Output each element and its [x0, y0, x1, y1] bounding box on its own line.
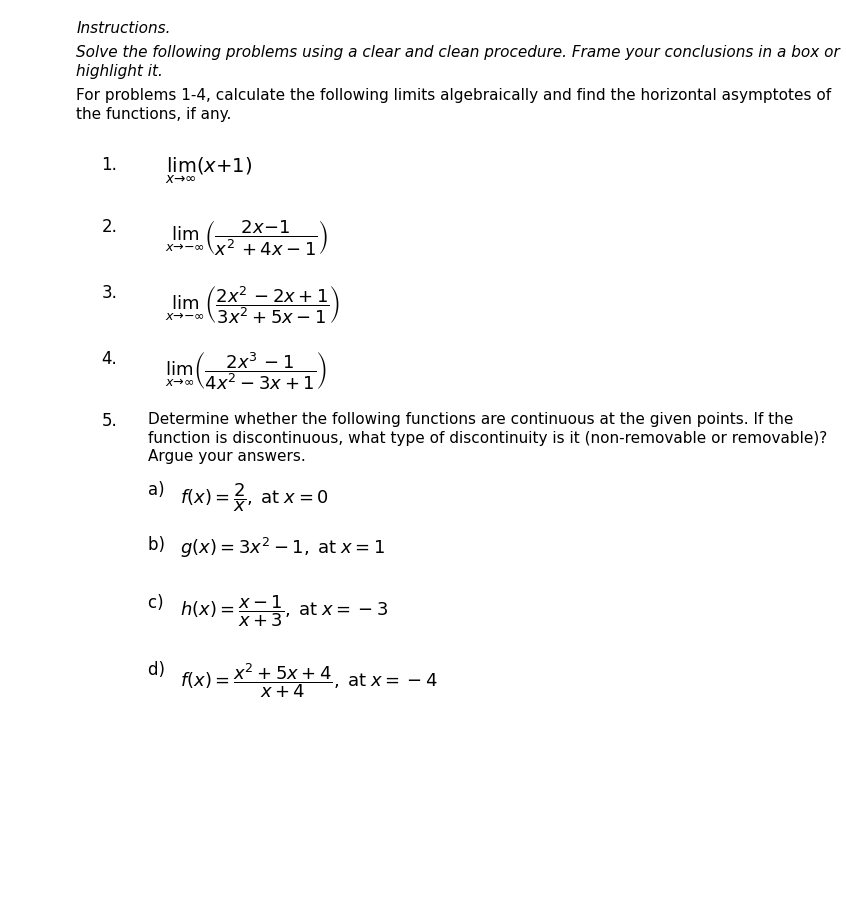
Text: $g(x) = 3x^2 - 1,\;\mathrm{at}\;x = 1$: $g(x) = 3x^2 - 1,\;\mathrm{at}\;x = 1$	[180, 536, 385, 560]
Text: 2.: 2.	[102, 218, 118, 236]
Text: a): a)	[148, 481, 170, 499]
Text: d): d)	[148, 661, 170, 680]
Text: $f(x) = \dfrac{x^2+5x+4}{x+4},\;\mathrm{at}\;x = -4$: $f(x) = \dfrac{x^2+5x+4}{x+4},\;\mathrm{…	[180, 661, 437, 700]
Text: $\lim_{x\to-\infty}\left(\dfrac{2x-1}{x^2+4x-1}\right)$: $\lim_{x\to-\infty}\left(\dfrac{2x-1}{x^…	[165, 218, 328, 257]
Text: $\lim_{x\to-\infty}\left(\dfrac{2x^2-2x+1}{3x^2+5x-1}\right)$: $\lim_{x\to-\infty}\left(\dfrac{2x^2-2x+…	[165, 284, 340, 326]
Text: highlight it.: highlight it.	[76, 64, 163, 79]
Text: $\lim_{x\to\infty}\left(\dfrac{2x^3-1}{4x^2-3x+1}\right)$: $\lim_{x\to\infty}\left(\dfrac{2x^3-1}{4…	[165, 350, 327, 392]
Text: Determine whether the following functions are continuous at the given points. If: Determine whether the following function…	[148, 412, 794, 427]
Text: the functions, if any.: the functions, if any.	[76, 107, 232, 122]
Text: function is discontinuous, what type of discontinuity is it (non-removable or re: function is discontinuous, what type of …	[148, 431, 827, 445]
Text: 4.: 4.	[102, 350, 118, 368]
Text: 1.: 1.	[102, 156, 118, 174]
Text: $h(x) = \dfrac{x-1}{x+3},\;\mathrm{at}\;x = -3$: $h(x) = \dfrac{x-1}{x+3},\;\mathrm{at}\;…	[180, 594, 389, 629]
Text: 5.: 5.	[102, 412, 118, 431]
Text: Solve the following problems using a clear and clean procedure. Frame your concl: Solve the following problems using a cle…	[76, 45, 840, 60]
Text: c): c)	[148, 594, 169, 612]
Text: b): b)	[148, 536, 170, 554]
Text: $\lim_{x\to\infty}(x+1)$: $\lim_{x\to\infty}(x+1)$	[165, 156, 252, 186]
Text: $f(x) = \dfrac{2}{x},\;\mathrm{at}\;x = 0$: $f(x) = \dfrac{2}{x},\;\mathrm{at}\;x = …	[180, 481, 329, 514]
Text: For problems 1-4, calculate the following limits algebraically and find the hori: For problems 1-4, calculate the followin…	[76, 88, 832, 103]
Text: Argue your answers.: Argue your answers.	[148, 449, 305, 463]
Text: 3.: 3.	[102, 284, 118, 302]
Text: Instructions.: Instructions.	[76, 21, 171, 36]
